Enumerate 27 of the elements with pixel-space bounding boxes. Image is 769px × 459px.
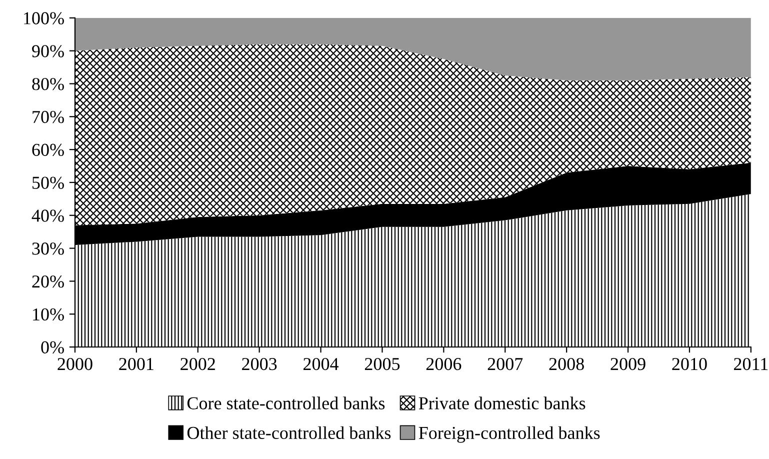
x-tick-label: 2007 [488, 358, 523, 370]
x-tick-label: 2003 [242, 358, 277, 370]
y-tick-label: 0% [41, 341, 64, 354]
y-tick-label: 30% [32, 242, 64, 255]
y-tick-label: 100% [24, 12, 64, 24]
x-tick-label: 2005 [364, 358, 400, 370]
legend-label: Foreign-controlled banks [418, 426, 600, 443]
x-tick-label: 2009 [610, 358, 646, 370]
legend-label: Other state-controlled banks [187, 426, 391, 440]
y-tick-label: 10% [33, 308, 64, 321]
legend-label: Core state-controlled banks [187, 396, 385, 410]
y-tick-label: 40% [32, 210, 64, 222]
x-tick-label: 2011 [734, 358, 768, 370]
legend-label: Private domestic banks [418, 396, 586, 410]
x-tick-label: 2002 [180, 358, 215, 370]
x-tick-label: 2006 [426, 358, 462, 370]
x-tick-label: 2000 [58, 358, 92, 370]
x-tick-label: 2001 [119, 358, 154, 370]
y-tick-label: 20% [32, 275, 64, 288]
y-tick-label: 80% [32, 78, 64, 90]
y-tick-label: 70% [32, 110, 64, 124]
y-tick-label: 90% [32, 45, 64, 58]
y-tick-label: 50% [32, 176, 64, 189]
x-tick-label: 2010 [672, 358, 707, 370]
y-tick-label: 60% [32, 144, 64, 156]
x-tick-label: 2004 [304, 358, 339, 370]
x-tick-label: 2008 [549, 358, 584, 370]
